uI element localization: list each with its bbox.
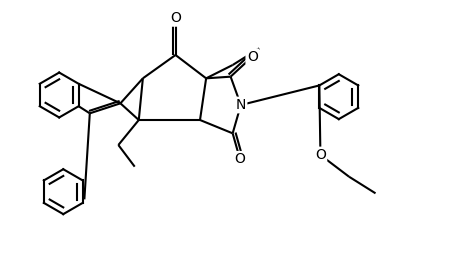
Text: N: N [236,98,246,112]
Text: O: O [315,148,326,162]
Text: O: O [234,152,246,166]
Text: O: O [247,50,258,64]
Text: O: O [170,11,181,25]
